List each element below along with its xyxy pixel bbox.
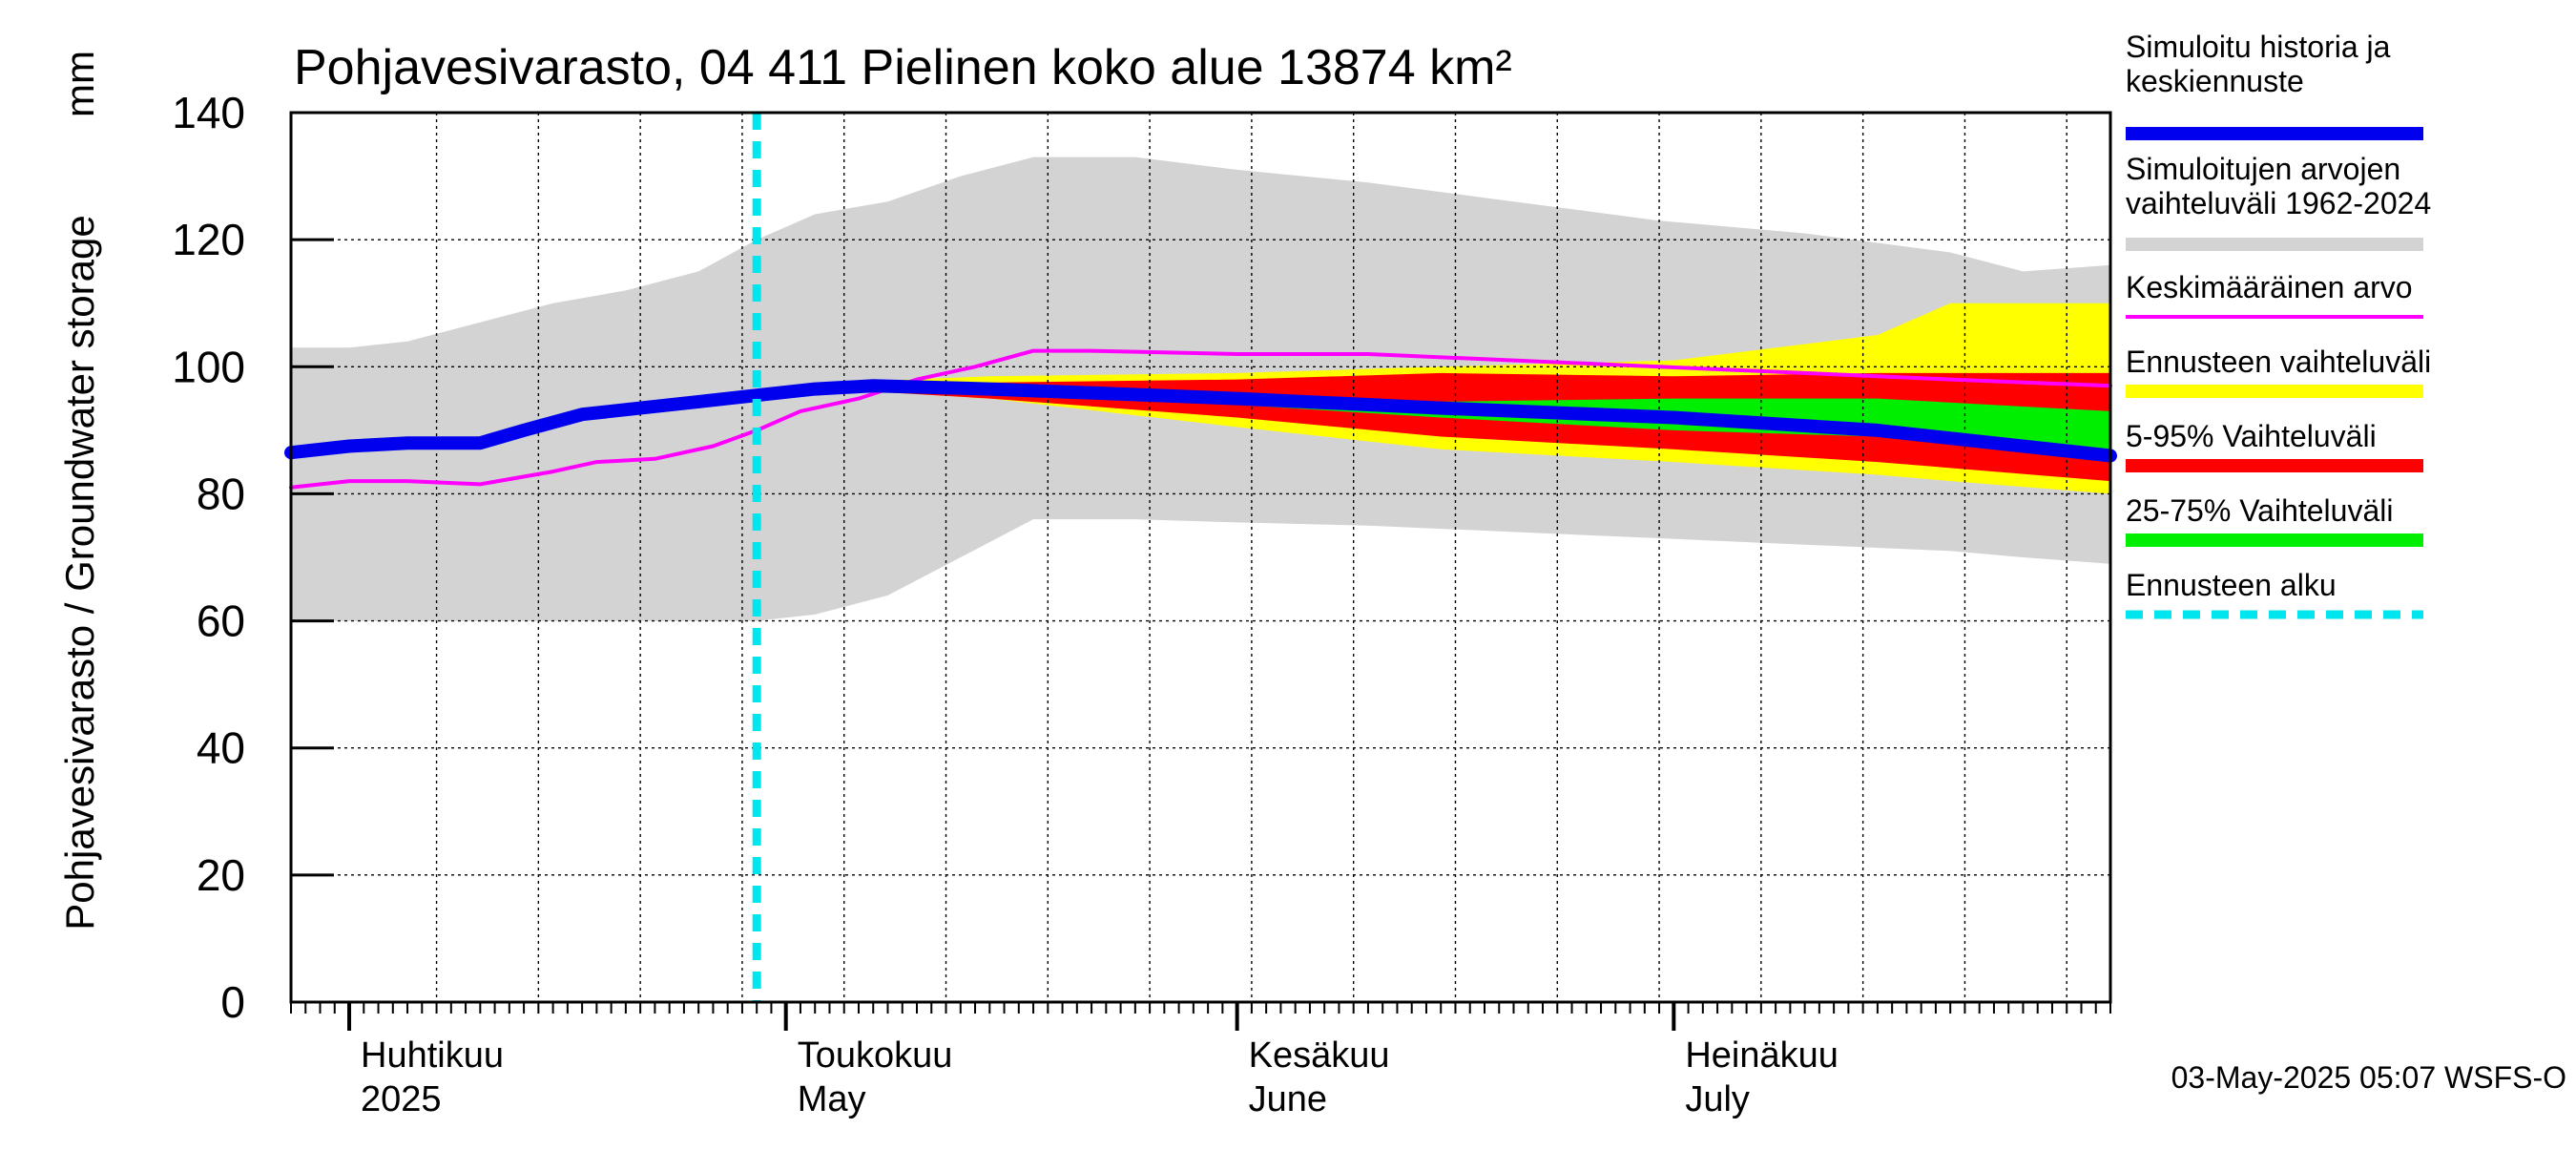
x-month-label-en-0: 2025 [361,1079,442,1119]
y-axis-unit: mm [57,51,102,117]
x-month-label-fi-2: Kesäkuu [1249,1035,1390,1076]
footer-timestamp: 03-May-2025 05:07 WSFS-O [2171,1060,2566,1095]
y-tick-label-60: 60 [197,596,245,646]
legend-label-3-0: Ennusteen vaihteluväli [2126,345,2431,379]
y-tick-label-40: 40 [197,723,245,773]
bands-layer [291,157,2110,621]
x-month-label-en-1: May [798,1079,866,1119]
lines-layer [284,113,2117,1002]
legend-label-4-0: 5-95% Vaihteluväli [2126,419,2377,453]
line-simuloitu-historia-ja-keskiennuste [284,379,2117,463]
y-tick-label-100: 100 [172,342,245,391]
x-month-label-fi-3: Heinäkuu [1685,1035,1839,1076]
legend-label-5-0: 25-75% Vaihteluväli [2126,493,2393,528]
legend-label-0-1: keskiennuste [2126,64,2304,98]
plot-frame [289,111,2112,1004]
legend-label-2-0: Keskimääräinen arvo [2126,270,2413,304]
y-tick-label-80: 80 [197,469,245,518]
band-25-75-vaihteluväli [829,386,2110,450]
legend-label-1-0: Simuloitujen arvojen [2126,152,2400,186]
legend-label-0-0: Simuloitu historia ja [2126,30,2391,64]
grid-layer [291,113,2110,1002]
legend-label-6-0: Ennusteen alku [2126,568,2337,602]
y-axis-title: Pohjavesivarasto / Groundwater storage [57,215,102,930]
y-tick-label-20: 20 [197,850,245,900]
x-month-label-en-3: July [1685,1079,1750,1119]
x-month-label-en-2: June [1249,1079,1327,1119]
x-month-label-fi-1: Toukokuu [798,1035,953,1076]
legend-label-1-1: vaihteluväli 1962-2024 [2126,186,2431,220]
y-tick-label-0: 0 [220,977,245,1027]
x-month-label-fi-0: Huhtikuu [361,1035,504,1076]
y-tick-label-140: 140 [172,88,245,137]
chart-title: Pohjavesivarasto, 04 411 Pielinen koko a… [294,40,1512,95]
y-tick-label-120: 120 [172,215,245,264]
